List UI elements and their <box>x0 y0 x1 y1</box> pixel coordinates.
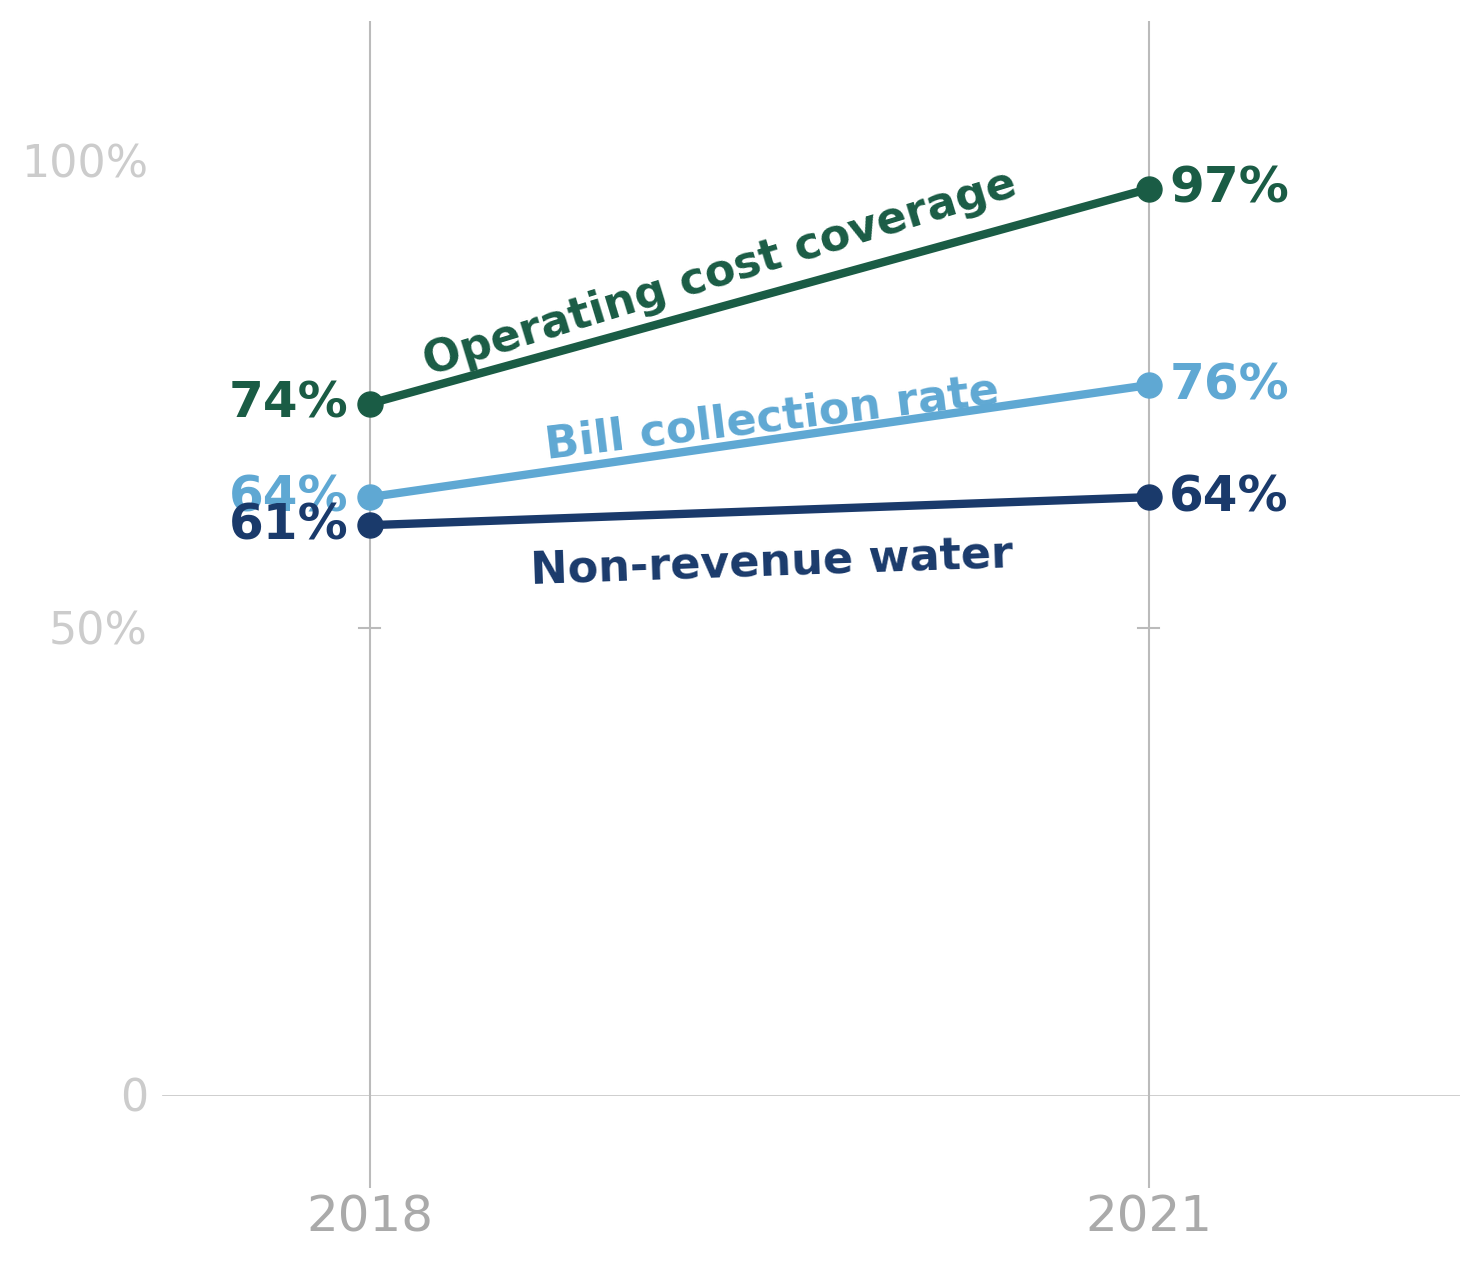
Text: Operating cost coverage: Operating cost coverage <box>419 162 1022 384</box>
Text: 74%: 74% <box>230 380 350 428</box>
Text: 64%: 64% <box>1170 473 1288 521</box>
Text: 61%: 61% <box>230 501 350 549</box>
Text: Bill collection rate: Bill collection rate <box>542 369 1001 467</box>
Text: 76%: 76% <box>1170 361 1288 409</box>
Text: 97%: 97% <box>1170 165 1290 213</box>
Text: 64%: 64% <box>230 473 350 521</box>
Text: Non-revenue water: Non-revenue water <box>530 533 1014 592</box>
